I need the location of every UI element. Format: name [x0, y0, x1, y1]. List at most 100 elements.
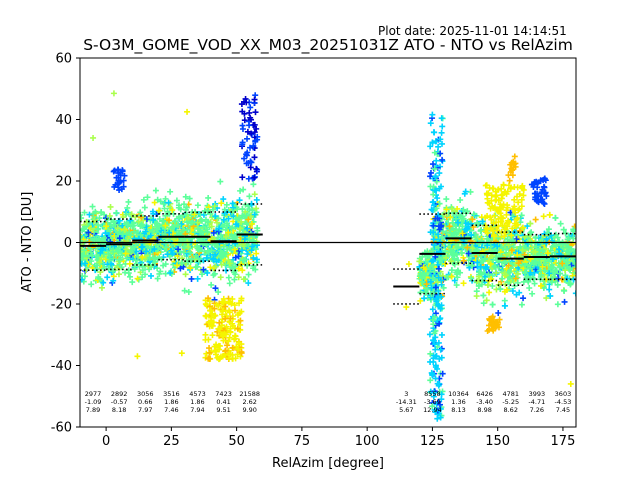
x-tick-label: 175: [551, 434, 576, 449]
scatter-point: [247, 158, 254, 165]
bin-count-label: 3603: [555, 390, 572, 398]
scatter-point: [179, 218, 186, 225]
scatter-point: [123, 219, 130, 226]
scatter-point: [200, 266, 207, 273]
scatter-point: [457, 196, 464, 203]
scatter-point: [148, 272, 155, 279]
scatter-point: [228, 208, 235, 215]
scatter-point: [187, 265, 194, 272]
scatter-point: [499, 275, 506, 282]
scatter-point: [531, 280, 538, 287]
scatter-point: [182, 193, 189, 200]
chart-title: S-O3M_GOME_VOD_XX_M03_20251031Z ATO - NT…: [83, 36, 573, 55]
scatter-point: [251, 96, 258, 103]
scatter-point: [152, 187, 159, 194]
scatter-point: [124, 204, 131, 211]
scatter-point: [460, 206, 467, 213]
scatter-point: [484, 282, 491, 289]
scatter-point: [229, 200, 236, 207]
scatter-point: [154, 196, 161, 203]
scatter-point: [205, 355, 212, 362]
scatter-point: [225, 355, 232, 362]
bin-count-label: 3: [404, 390, 408, 398]
scatter-point: [110, 168, 117, 175]
scatter-point: [111, 167, 118, 174]
scatter-point: [98, 208, 105, 215]
scatter-point: [139, 274, 146, 281]
scatter-point: [232, 335, 239, 342]
scatter-point: [452, 215, 459, 222]
scatter-point: [212, 263, 219, 270]
scatter-point: [110, 268, 117, 275]
scatter-point: [199, 271, 206, 278]
scatter-point: [447, 214, 454, 221]
scatter-point: [154, 226, 161, 233]
scatter-point: [94, 222, 101, 229]
scatter-point: [143, 248, 150, 255]
scatter-point: [168, 247, 175, 254]
scatter-point: [250, 254, 257, 261]
scatter-point: [235, 341, 242, 348]
scatter-point: [214, 219, 221, 226]
scatter-point: [458, 249, 465, 256]
scatter-point: [241, 110, 248, 117]
scatter-point: [119, 168, 126, 175]
scatter-point: [116, 256, 122, 263]
scatter-point: [237, 187, 244, 194]
scatter-point: [543, 295, 550, 302]
x-tick-label: 0: [102, 434, 110, 449]
bin-mean-label: -0.57: [111, 398, 128, 406]
scatter-point: [240, 257, 247, 264]
scatter-point: [239, 206, 246, 213]
scatter-point: [210, 255, 217, 262]
scatter-point: [209, 206, 216, 213]
bin-std-label: 7.45: [556, 406, 570, 414]
bin-mean-label: 0.41: [216, 398, 230, 406]
scatter-point: [524, 223, 531, 230]
scatter-point: [217, 247, 224, 254]
bin-count-label: 4573: [189, 390, 206, 398]
scatter-point: [173, 197, 180, 204]
scatter-point: [251, 211, 258, 218]
scatter-point: [87, 249, 94, 256]
scatter-point: [119, 222, 126, 229]
scatter-point: [184, 226, 191, 233]
scatter-point: [118, 264, 125, 271]
scatter-point: [95, 274, 102, 281]
scatter-point: [126, 260, 133, 267]
scatter-point: [252, 109, 259, 116]
scatter-point: [520, 295, 527, 302]
scatter-point: [132, 257, 139, 264]
scatter-point: [236, 197, 243, 204]
scatter-point: [226, 280, 233, 287]
scatter-point: [562, 230, 569, 237]
scatter-point: [549, 243, 556, 250]
scatter-point: [198, 218, 205, 225]
scatter-point: [186, 195, 193, 202]
scatter-point: [223, 267, 230, 274]
scatter-point: [250, 142, 257, 149]
scatter-point: [211, 203, 218, 210]
scatter-point: [211, 343, 218, 350]
scatter-point: [214, 243, 221, 250]
scatter-point: [202, 336, 209, 343]
scatter-point: [116, 187, 123, 194]
scatter-point: [151, 199, 158, 206]
scatter-point: [80, 252, 85, 259]
scatter-point: [139, 223, 146, 230]
scatter-point: [95, 253, 102, 260]
scatter-point: [225, 229, 232, 236]
bin-count-label: 10364: [448, 390, 469, 398]
scatter-point: [226, 334, 233, 341]
scatter-point: [253, 256, 260, 263]
scatter-point: [482, 255, 489, 262]
scatter-point: [454, 244, 461, 251]
scatter-point: [489, 301, 496, 308]
scatter-point: [115, 271, 122, 278]
y-tick-label: 20: [55, 175, 72, 190]
scatter-point: [175, 215, 182, 222]
scatter-point: [513, 236, 520, 243]
scatter-point: [552, 214, 559, 221]
scatter-point: [254, 225, 261, 232]
